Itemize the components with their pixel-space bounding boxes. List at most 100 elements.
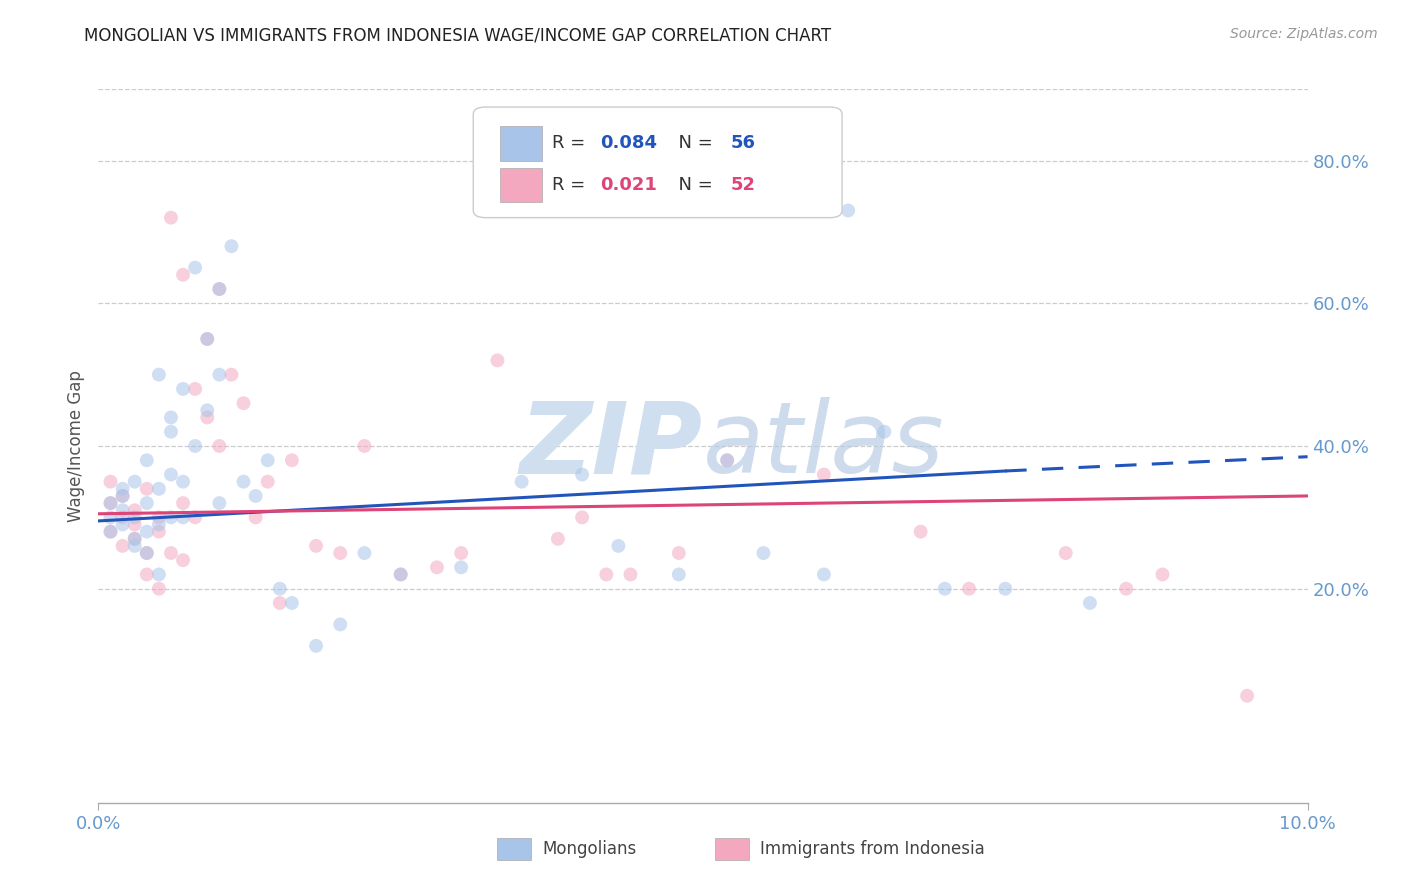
Point	[184, 510, 207, 524]
Point	[1115, 582, 1137, 596]
Y-axis label: Wage/Income Gap: Wage/Income Gap	[66, 370, 84, 522]
Point	[389, 567, 412, 582]
Point	[160, 546, 183, 560]
Point	[148, 582, 170, 596]
Point	[619, 567, 641, 582]
Point	[160, 425, 183, 439]
Point	[510, 475, 533, 489]
Point	[172, 496, 194, 510]
Point	[100, 475, 122, 489]
Point	[547, 532, 569, 546]
Point	[100, 496, 122, 510]
Text: R =: R =	[551, 176, 591, 194]
Point	[148, 482, 170, 496]
Point	[1152, 567, 1174, 582]
Text: Mongolians: Mongolians	[543, 840, 637, 858]
Point	[595, 567, 617, 582]
Point	[281, 596, 304, 610]
Point	[111, 517, 134, 532]
Point	[124, 503, 146, 517]
Text: N =: N =	[666, 176, 718, 194]
Point	[256, 453, 278, 467]
Point	[716, 453, 738, 467]
Point	[195, 332, 218, 346]
Point	[245, 510, 267, 524]
Point	[716, 453, 738, 467]
Point	[100, 496, 122, 510]
Point	[148, 510, 170, 524]
Point	[111, 489, 134, 503]
Point	[208, 439, 231, 453]
Point	[668, 546, 690, 560]
Point	[752, 546, 775, 560]
Point	[135, 567, 157, 582]
Point	[172, 268, 194, 282]
Point	[426, 560, 449, 574]
Point	[184, 260, 207, 275]
Point	[135, 453, 157, 467]
Point	[184, 382, 207, 396]
Point	[195, 403, 218, 417]
Point	[100, 510, 122, 524]
Point	[450, 546, 472, 560]
Point	[353, 546, 375, 560]
Point	[329, 617, 352, 632]
Point	[232, 396, 254, 410]
Point	[305, 539, 328, 553]
Point	[124, 510, 146, 524]
Point	[124, 539, 146, 553]
Text: R =: R =	[551, 135, 591, 153]
Point	[172, 475, 194, 489]
Point	[837, 203, 859, 218]
Point	[1236, 689, 1258, 703]
Text: 52: 52	[731, 176, 756, 194]
Text: ZIP: ZIP	[520, 398, 703, 494]
Point	[148, 567, 170, 582]
Point	[305, 639, 328, 653]
Point	[668, 567, 690, 582]
Point	[281, 453, 304, 467]
Point	[184, 439, 207, 453]
Point	[124, 532, 146, 546]
Point	[172, 553, 194, 567]
Point	[910, 524, 932, 539]
Point	[135, 546, 157, 560]
Point	[1078, 596, 1101, 610]
Point	[135, 482, 157, 496]
Point	[148, 524, 170, 539]
Point	[160, 410, 183, 425]
Point	[389, 567, 412, 582]
Point	[124, 517, 146, 532]
Point	[221, 368, 243, 382]
Point	[208, 282, 231, 296]
Point	[148, 368, 170, 382]
Point	[269, 596, 291, 610]
Point	[329, 546, 352, 560]
Point	[100, 524, 122, 539]
Point	[111, 489, 134, 503]
Point	[353, 439, 375, 453]
FancyBboxPatch shape	[474, 107, 842, 218]
Point	[994, 582, 1017, 596]
Text: Source: ZipAtlas.com: Source: ZipAtlas.com	[1230, 27, 1378, 41]
FancyBboxPatch shape	[501, 168, 543, 202]
Point	[256, 475, 278, 489]
Point	[111, 503, 134, 517]
Point	[486, 353, 509, 368]
Point	[571, 467, 593, 482]
Point	[135, 546, 157, 560]
Point	[813, 467, 835, 482]
Point	[124, 532, 146, 546]
Point	[111, 482, 134, 496]
Point	[232, 475, 254, 489]
Point	[221, 239, 243, 253]
Text: 0.021: 0.021	[600, 176, 657, 194]
Text: MONGOLIAN VS IMMIGRANTS FROM INDONESIA WAGE/INCOME GAP CORRELATION CHART: MONGOLIAN VS IMMIGRANTS FROM INDONESIA W…	[84, 27, 831, 45]
Point	[245, 489, 267, 503]
Text: Immigrants from Indonesia: Immigrants from Indonesia	[759, 840, 984, 858]
FancyBboxPatch shape	[498, 838, 531, 860]
Point	[160, 510, 183, 524]
Point	[269, 582, 291, 596]
Text: 0.084: 0.084	[600, 135, 657, 153]
Point	[1054, 546, 1077, 560]
